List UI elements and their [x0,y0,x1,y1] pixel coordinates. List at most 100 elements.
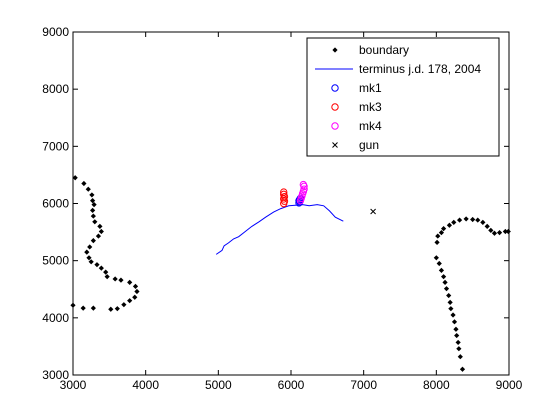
y-tick-label: 7000 [42,139,69,153]
data-point [454,332,460,339]
data-point [280,199,288,208]
legend-marker-swatch [331,122,339,130]
data-point [435,233,441,239]
data-point [300,185,308,193]
legend-marker-swatch [331,103,339,111]
legend-item: terminus j.d. 178, 2004 [315,62,481,76]
data-point [121,302,127,308]
data-point [91,202,97,208]
y-axis: 3000 4000 5000 6000 7000 8000 9000 [42,25,509,382]
legend-label: terminus j.d. 178, 2004 [359,62,481,76]
chart-marks [70,175,511,372]
data-point [470,216,476,223]
data-point [90,198,96,204]
data-point [442,279,448,285]
legend-marker-swatch [332,47,338,53]
data-point [103,269,109,275]
data-point [90,238,96,244]
legend-item: mk3 [331,100,382,114]
x-tick-label: 4000 [132,378,159,392]
legend-marker-swatch [332,142,338,148]
data-point [90,207,96,213]
data-point [436,260,442,267]
data-point [441,226,447,232]
legend-marker-swatch [331,84,339,92]
x-tick-label: 5000 [205,378,232,392]
series-boundary [70,175,511,372]
data-point [475,217,481,223]
data-point [459,366,466,372]
data-point [443,286,450,292]
data-point [114,306,120,312]
x-axis: 3000 4000 5000 6000 7000 8000 9000 [60,32,523,392]
data-point [98,265,104,271]
data-point [90,305,96,311]
series-mk4 [296,180,308,205]
y-tick-label: 5000 [42,254,69,268]
legend-label: gun [359,138,379,152]
legend: boundary terminus j.d. 178, 2004 mk1 mk3 mk4… [306,37,500,157]
data-point [441,274,447,280]
series-terminus-j-d-178-2004 [215,204,344,255]
data-point [496,230,503,236]
series-gun [370,208,376,215]
data-point [447,299,453,305]
legend-item: mk1 [331,81,382,95]
data-point [505,228,511,235]
x-tick-label: 8000 [423,378,450,392]
y-tick-label: 8000 [42,82,69,96]
terminus-line [215,204,344,255]
data-point [434,239,440,245]
data-point [81,180,87,187]
y-tick-label: 3000 [42,368,69,382]
legend-box [306,37,500,157]
data-point [94,262,100,268]
data-point [87,244,93,250]
data-point [80,305,86,311]
data-point [112,276,118,282]
legend-item: mk4 [331,119,382,133]
data-point [95,233,102,239]
data-point [488,227,494,233]
data-point [108,306,114,312]
x-tick-label: 3000 [60,378,87,392]
data-point [86,255,92,261]
data-point [438,230,445,236]
data-point [480,219,486,225]
y-tick-label: 9000 [42,25,69,39]
data-point [85,186,91,192]
data-point [92,219,98,225]
data-point [446,222,453,228]
data-point [456,346,462,352]
data-point [450,312,456,318]
data-point [89,192,95,198]
legend-label: mk1 [359,81,382,95]
data-point [438,267,445,273]
data-point [104,274,110,280]
data-point [88,259,94,265]
legend-label: mk4 [359,119,382,133]
legend-label: mk3 [359,100,382,114]
y-tick-label: 4000 [42,311,69,325]
data-point [448,306,454,312]
data-point [370,208,376,215]
data-point [132,283,139,289]
data-point [451,219,457,225]
data-point [456,217,463,223]
data-point [453,326,459,332]
data-point [491,230,498,236]
data-point [127,298,133,304]
data-point [134,288,140,295]
data-point [132,294,138,300]
data-point [97,223,103,229]
data-point [484,223,490,229]
data-point [451,319,458,325]
data-point [98,228,104,235]
legend-item: boundary [332,43,409,57]
legend-label: boundary [359,43,409,57]
legend-item: gun [332,138,379,152]
data-point [457,354,463,360]
data-point [84,249,90,255]
data-point [455,339,461,346]
data-point [118,277,124,283]
